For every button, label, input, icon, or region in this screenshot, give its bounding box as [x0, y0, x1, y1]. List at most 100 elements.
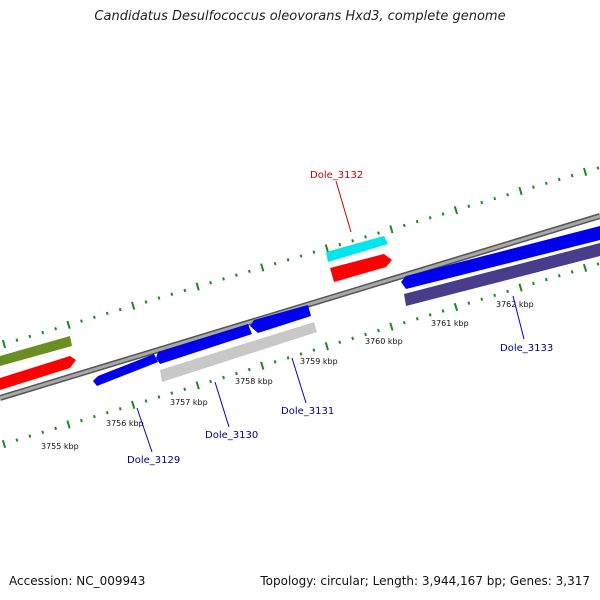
gene-connector-3131: [291, 357, 307, 404]
feature-blue-3130: [156, 324, 252, 364]
inner-tick-mark: [377, 328, 380, 333]
tick-label-3760: 3760 kbp: [365, 337, 403, 346]
outer-tick-mark: [324, 244, 329, 253]
feature-blue-3129: [93, 354, 158, 386]
inner-tick-mark: [131, 400, 136, 409]
inner-tick-mark: [364, 332, 367, 337]
outer-tick-mark: [195, 282, 200, 291]
inner-tick-mark: [324, 342, 329, 351]
inner-tick-mark: [428, 313, 432, 317]
outer-tick-mark: [118, 307, 122, 312]
tick-label-3761: 3761 kbp: [431, 319, 469, 328]
outer-tick-ring: [1, 166, 600, 349]
inner-tick-mark: [299, 352, 303, 356]
outer-tick-mark: [570, 173, 574, 178]
inner-tick-mark: [15, 438, 19, 442]
outer-tick-mark: [222, 277, 225, 281]
feature-olive: [0, 336, 72, 366]
outer-tick-mark: [544, 181, 548, 186]
inner-tick-mark: [105, 411, 109, 415]
outer-tick-mark: [493, 196, 497, 201]
inner-tick-mark: [544, 277, 548, 282]
genome-backbone-highlight: [0, 214, 600, 400]
outer-tick-mark: [583, 167, 588, 176]
outer-tick-mark: [338, 242, 342, 247]
gene-label-dole-3129: Dole_3129: [127, 455, 180, 466]
inner-tick-mark: [402, 321, 406, 325]
inner-tick-mark: [570, 270, 574, 274]
feature-blue-3133: [401, 226, 600, 289]
inner-tick-mark: [467, 301, 471, 305]
gene-connector-3132: [335, 180, 352, 233]
inner-tick-mark: [93, 414, 96, 419]
outer-tick-mark: [105, 311, 109, 316]
outer-tick-mark: [453, 206, 459, 215]
outer-tick-mark: [260, 263, 265, 272]
tick-label-3759: 3759 kbp: [300, 357, 338, 366]
outer-tick-mark: [364, 235, 367, 239]
feature-navy: [404, 243, 600, 306]
outer-tick-mark: [377, 231, 380, 235]
outer-tick-mark: [596, 166, 600, 170]
inner-tick-mark: [389, 322, 394, 331]
outer-tick-mark: [28, 334, 32, 339]
inner-tick-mark: [157, 395, 161, 399]
inner-tick-mark: [480, 297, 484, 301]
outer-tick-mark: [1, 339, 7, 349]
inner-tick-mark: [170, 391, 174, 395]
inner-tick-mark: [415, 317, 419, 321]
inner-tick-mark: [183, 387, 187, 391]
inner-tick-mark: [80, 418, 83, 423]
inner-tick-mark: [453, 302, 459, 312]
outer-tick-mark: [235, 273, 238, 277]
inner-tick-mark: [144, 399, 148, 403]
tick-label-3755: 3755 kbp: [41, 442, 79, 451]
inner-tick-mark: [209, 379, 212, 384]
inner-tick-ring: [1, 262, 600, 449]
outer-tick-mark: [312, 250, 316, 254]
outer-tick-mark: [93, 315, 96, 319]
tick-label-3758: 3758 kbp: [235, 377, 273, 386]
outer-tick-mark: [557, 177, 561, 182]
inner-tick-mark: [273, 360, 277, 364]
outer-tick-mark: [351, 238, 355, 243]
inner-tick-mark: [351, 336, 355, 341]
inner-tick-mark: [247, 367, 251, 372]
inner-tick-mark: [518, 283, 523, 292]
outer-tick-mark: [54, 326, 58, 331]
inner-tick-mark: [260, 361, 265, 370]
outer-tick-mark: [170, 292, 174, 296]
gene-label-dole-3130: Dole_3130: [205, 430, 258, 441]
tick-label-3756: 3756 kbp: [106, 419, 144, 428]
outer-tick-mark: [467, 204, 471, 208]
inner-tick-mark: [195, 381, 200, 390]
gene-label-dole-3133: Dole_3133: [500, 343, 553, 354]
outer-tick-mark: [41, 330, 45, 335]
inner-tick-mark: [506, 289, 509, 294]
inner-tick-mark: [557, 274, 561, 278]
gene-connector-3130: [214, 381, 230, 428]
inner-tick-mark: [54, 426, 58, 431]
feature-red-left: [0, 356, 76, 390]
outer-tick-mark: [415, 219, 419, 224]
outer-tick-mark: [518, 186, 523, 196]
inner-tick-mark: [222, 375, 225, 380]
outer-tick-mark: [428, 216, 432, 220]
inner-tick-mark: [441, 309, 445, 313]
inner-tick-mark: [28, 434, 32, 438]
inner-tick-mark: [493, 293, 497, 297]
feature-cyan: [326, 236, 388, 262]
inner-tick-mark: [235, 371, 238, 376]
outer-tick-mark: [209, 281, 212, 285]
outer-tick-mark: [183, 288, 187, 293]
gene-connector-3133: [512, 295, 525, 340]
tick-label-3757: 3757 kbp: [170, 398, 208, 407]
outer-tick-mark: [157, 296, 161, 300]
inner-tick-mark: [41, 430, 45, 434]
feature-silver: [160, 322, 317, 382]
gene-connector-3129: [136, 407, 153, 453]
outer-tick-mark: [532, 185, 535, 189]
outer-tick-mark: [80, 319, 83, 323]
inner-tick-mark: [286, 356, 290, 360]
